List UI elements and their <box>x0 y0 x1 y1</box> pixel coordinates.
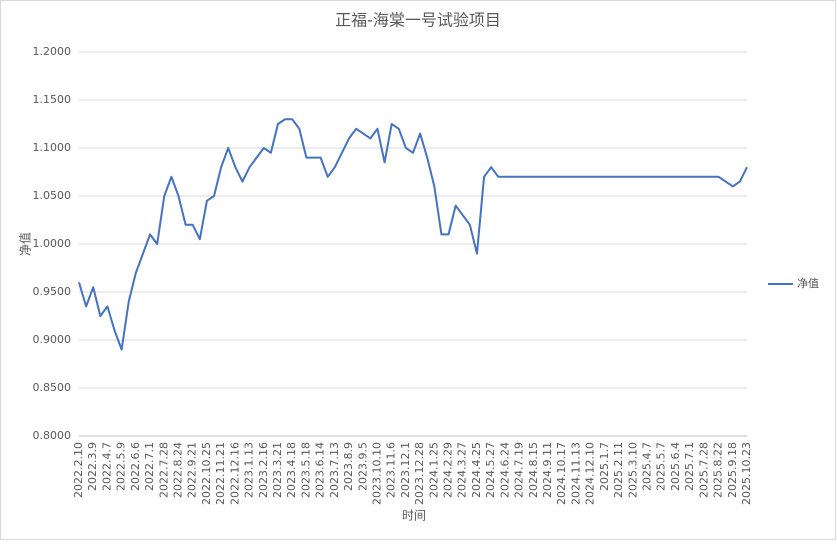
x-tick-label: 2023.12.28 <box>413 442 426 505</box>
x-tick-label: 2025.7.28 <box>697 442 710 498</box>
x-tick-label: 2025.10.23 <box>740 442 753 505</box>
x-tick-label: 2024.9.11 <box>541 442 554 498</box>
y-tick-label: 0.9000 <box>33 333 72 346</box>
x-tick-label: 2024.1.25 <box>427 442 440 498</box>
x-tick-label: 2024.11.13 <box>569 442 582 505</box>
legend-label: 净值 <box>797 276 819 290</box>
x-tick-label: 2023.3.21 <box>271 442 284 498</box>
x-tick-label: 2024.6.24 <box>498 442 511 498</box>
y-tick-label: 0.8000 <box>33 429 72 442</box>
x-tick-label: 2022.2.10 <box>72 442 85 498</box>
x-tick-label: 2024.8.15 <box>527 442 540 498</box>
y-tick-label: 1.1000 <box>33 141 72 154</box>
x-tick-label: 2022.7.1 <box>143 442 156 491</box>
x-tick-label: 2023.9.5 <box>356 442 369 491</box>
x-tick-label: 2023.8.9 <box>342 442 355 491</box>
chart-title: 正福-海棠一号试验项目 <box>335 11 501 30</box>
x-tick-label: 2023.6.14 <box>314 442 327 498</box>
x-tick-label: 2023.2.16 <box>257 442 270 498</box>
y-tick-label: 0.9500 <box>33 285 72 298</box>
x-tick-label: 2025.4.7 <box>641 442 654 491</box>
y-tick-label: 1.0000 <box>33 237 72 250</box>
y-tick-label: 1.0500 <box>33 189 72 202</box>
x-tick-label: 2025.9.18 <box>726 442 739 498</box>
x-tick-label: 2025.1.7 <box>598 442 611 491</box>
x-tick-label: 2024.12.10 <box>584 442 597 505</box>
x-tick-label: 2022.11.21 <box>214 442 227 505</box>
x-tick-label: 2022.10.25 <box>200 442 213 505</box>
x-tick-label: 2024.7.19 <box>513 442 526 498</box>
x-tick-label: 2022.8.24 <box>171 442 184 498</box>
x-tick-label: 2022.7.28 <box>157 442 170 498</box>
x-tick-label: 2024.3.27 <box>456 442 469 498</box>
x-tick-label: 2025.6.4 <box>669 442 682 491</box>
x-tick-label: 2025.3.10 <box>626 442 639 498</box>
x-tick-label: 2024.10.17 <box>555 442 568 505</box>
x-tick-label: 2024.5.27 <box>484 442 497 498</box>
x-tick-label: 2022.6.6 <box>129 442 142 491</box>
x-tick-label: 2023.1.13 <box>243 442 256 498</box>
x-tick-label: 2023.10.10 <box>370 442 383 505</box>
y-tick-label: 1.2000 <box>33 45 72 58</box>
x-tick-label: 2025.2.11 <box>612 442 625 498</box>
x-tick-label: 2025.8.22 <box>712 442 725 498</box>
x-tick-label: 2025.5.7 <box>655 442 668 491</box>
x-tick-label: 2025.7.1 <box>683 442 696 491</box>
x-tick-label: 2023.11.6 <box>385 442 398 498</box>
x-tick-label: 2022.9.21 <box>186 442 199 498</box>
x-tick-label: 2022.12.16 <box>228 442 241 505</box>
data-line <box>78 118 748 351</box>
x-tick-label: 2023.4.18 <box>285 442 298 498</box>
x-tick-label: 2022.4.7 <box>100 442 113 491</box>
x-tick-label: 2023.5.18 <box>299 442 312 498</box>
x-tick-label: 2022.3.9 <box>86 442 99 491</box>
x-tick-label: 2023.12.1 <box>399 442 412 498</box>
y-axis-label: 净值 <box>18 232 33 256</box>
x-tick-label: 2024.4.25 <box>470 442 483 498</box>
x-tick-label: 2024.2.29 <box>442 442 455 498</box>
y-tick-label: 0.8500 <box>33 381 72 394</box>
x-axis-label: 时间 <box>402 509 426 523</box>
y-tick-label: 1.1500 <box>33 93 72 106</box>
x-tick-label: 2022.5.9 <box>115 442 128 491</box>
x-tick-label: 2023.7.13 <box>328 442 341 498</box>
